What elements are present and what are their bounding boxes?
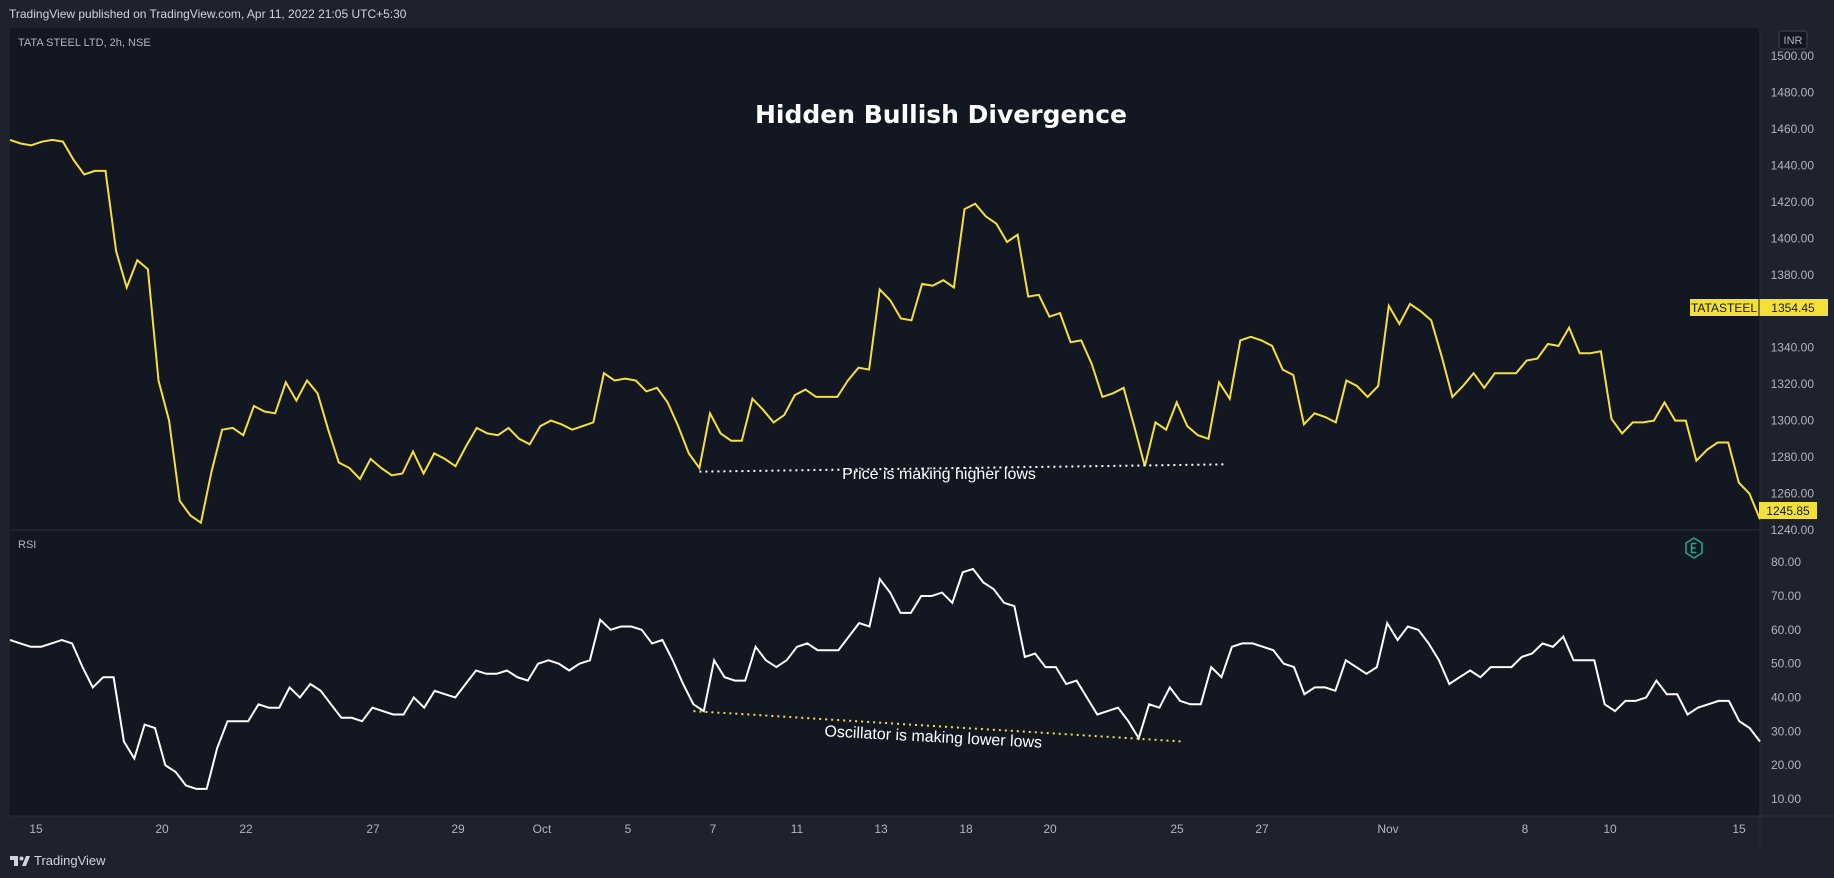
publish-header: TradingView published on TradingView.com…	[0, 0, 1834, 28]
currency-label: INR	[1784, 35, 1803, 47]
current-price-value: 1245.85	[1766, 504, 1810, 518]
chart-title: Hidden Bullish Divergence	[755, 100, 1127, 129]
price-tick-label: 1340.00	[1771, 341, 1815, 355]
price-tick-label: 1240.00	[1771, 523, 1815, 537]
publish-text: TradingView published on TradingView.com…	[9, 7, 407, 21]
time-tick-label: 22	[239, 822, 253, 836]
earnings-icon[interactable]	[1685, 537, 1703, 559]
rsi-tick-label: 20.00	[1771, 758, 1801, 772]
price-tick-label: 1280.00	[1771, 450, 1815, 464]
price-tick-label: 1500.00	[1771, 49, 1815, 63]
price-annotation: Price is making higher lows	[842, 466, 1036, 483]
time-tick-label: 15	[29, 822, 43, 836]
price-axis[interactable]: 1500.00 1480.00 1460.00 1440.00 1420.00 1400.…	[1771, 49, 1815, 537]
time-axis[interactable]: 15 20 22 27 29 Oct 5 7 11 13 18 20 25 27 Nov 8 10 15	[29, 822, 1746, 836]
symbol-tag-value: 1354.45	[1771, 301, 1815, 315]
rsi-tick-label: 40.00	[1771, 691, 1801, 705]
time-tick-label: 29	[451, 822, 465, 836]
time-tick-label: 27	[366, 822, 380, 836]
rsi-tick-label: 70.00	[1771, 589, 1801, 603]
symbol-tag-name: TATASTEEL	[1691, 301, 1757, 315]
rsi-lower-lows-trendline	[693, 710, 1184, 743]
footer-bar: TradingView	[0, 845, 1834, 878]
rsi-axis[interactable]: 80.00 70.00 60.00 50.00 40.00 30.00 20.00 10.00	[1771, 555, 1801, 806]
price-tick-label: 1320.00	[1771, 377, 1815, 391]
price-tick-label: 1440.00	[1771, 158, 1815, 172]
time-tick-label: Oct	[533, 822, 552, 836]
brand-name: TradingView	[34, 853, 106, 868]
time-tick-label: 25	[1170, 822, 1184, 836]
time-tick-label: 18	[959, 822, 973, 836]
price-tick-label: 1380.00	[1771, 268, 1815, 282]
tradingview-brand[interactable]: TradingView	[10, 853, 106, 868]
rsi-tick-label: 80.00	[1771, 555, 1801, 569]
price-tick-label: 1300.00	[1771, 414, 1815, 428]
time-tick-label: 20	[155, 822, 169, 836]
chart-canvas[interactable]: TATA STEEL LTD, 2h, NSE RSI Hidden Bulli…	[0, 28, 1834, 845]
rsi-tick-label: 10.00	[1771, 792, 1801, 806]
rsi-tick-label: 60.00	[1771, 623, 1801, 637]
symbol-price-tag[interactable]: TATASTEEL 1354.45	[1690, 299, 1828, 316]
time-tick-label: Nov	[1377, 822, 1398, 836]
time-tick-label: 10	[1603, 822, 1617, 836]
time-tick-label: 7	[710, 822, 717, 836]
tradingview-logo-icon	[10, 855, 30, 866]
price-tick-label: 1260.00	[1771, 487, 1815, 501]
time-tick-label: 15	[1732, 822, 1746, 836]
price-tick-label: 1480.00	[1771, 86, 1815, 100]
price-series-line	[9, 138, 1761, 525]
time-tick-label: 13	[874, 822, 888, 836]
rsi-tick-label: 50.00	[1771, 657, 1801, 671]
currency-badge[interactable]: INR	[1778, 30, 1808, 50]
chart-plot-area[interactable]	[10, 28, 1760, 816]
rsi-series-line	[9, 567, 1761, 790]
price-tick-label: 1400.00	[1771, 231, 1815, 245]
symbol-label: TATA STEEL LTD, 2h, NSE	[18, 37, 151, 49]
time-tick-label: 8	[1522, 822, 1529, 836]
price-tick-label: 1420.00	[1771, 195, 1815, 209]
current-price-tag[interactable]: 1245.85	[1759, 502, 1817, 519]
time-tick-label: 5	[625, 822, 632, 836]
time-tick-label: 20	[1043, 822, 1057, 836]
time-tick-label: 27	[1255, 822, 1269, 836]
rsi-tick-label: 30.00	[1771, 724, 1801, 738]
price-tick-label: 1460.00	[1771, 122, 1815, 136]
time-tick-label: 11	[791, 822, 804, 836]
rsi-pane-label: RSI	[18, 539, 36, 551]
